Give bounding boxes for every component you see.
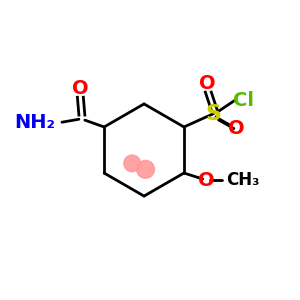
Text: S: S xyxy=(206,103,222,124)
Text: O: O xyxy=(200,74,216,93)
Text: O: O xyxy=(228,119,244,138)
Text: O: O xyxy=(198,171,214,190)
Circle shape xyxy=(136,160,154,178)
Text: O: O xyxy=(72,80,89,98)
Text: CH₃: CH₃ xyxy=(226,172,260,190)
Text: NH₂: NH₂ xyxy=(15,113,56,132)
Text: Cl: Cl xyxy=(233,91,254,110)
Circle shape xyxy=(124,155,140,172)
